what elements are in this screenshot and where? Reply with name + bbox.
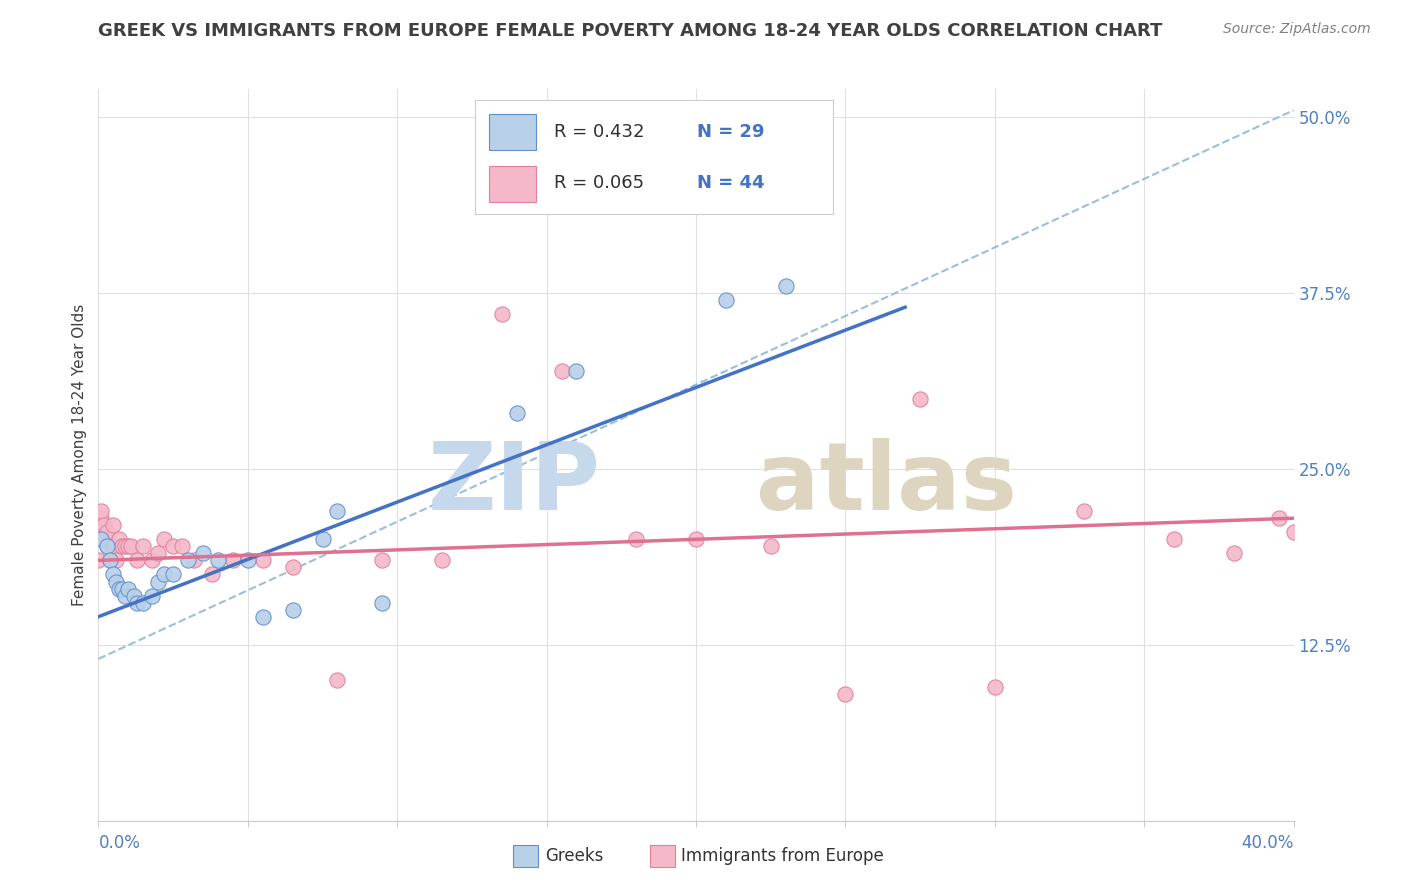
- Point: [111, 582, 134, 596]
- Point: [1267, 511, 1289, 525]
- Y-axis label: Female Poverty Among 18-24 Year Olds: Female Poverty Among 18-24 Year Olds: [72, 304, 87, 606]
- Text: Source: ZipAtlas.com: Source: ZipAtlas.com: [1223, 22, 1371, 37]
- Point: [550, 363, 572, 377]
- Point: [252, 553, 274, 567]
- Point: [127, 596, 149, 610]
- Point: [124, 589, 146, 603]
- Point: [714, 293, 737, 308]
- Point: [105, 574, 128, 589]
- Point: [506, 406, 529, 420]
- Text: atlas: atlas: [756, 438, 1017, 530]
- Point: [172, 539, 194, 553]
- Point: [141, 589, 163, 603]
- Point: [371, 553, 394, 567]
- Point: [222, 553, 245, 567]
- Point: [105, 553, 128, 567]
- Point: [252, 609, 274, 624]
- Point: [236, 553, 259, 567]
- Point: [103, 539, 125, 553]
- Point: [90, 533, 112, 547]
- Point: [98, 553, 122, 567]
- Point: [93, 533, 115, 547]
- Point: [108, 582, 131, 596]
- Point: [908, 392, 931, 406]
- Point: [132, 596, 155, 610]
- Point: [148, 546, 170, 560]
- Point: [114, 539, 136, 553]
- Point: [148, 574, 170, 589]
- Point: [141, 553, 163, 567]
- Point: [177, 553, 200, 567]
- Point: [834, 687, 856, 701]
- Text: 0.0%: 0.0%: [98, 834, 141, 852]
- Point: [117, 582, 139, 596]
- Point: [491, 307, 513, 321]
- Point: [624, 533, 647, 547]
- Text: Immigrants from Europe: Immigrants from Europe: [681, 847, 883, 865]
- Point: [153, 567, 176, 582]
- Point: [191, 546, 214, 560]
- Point: [120, 539, 142, 553]
- Text: Greeks: Greeks: [546, 847, 605, 865]
- Text: 40.0%: 40.0%: [1241, 834, 1294, 852]
- Point: [132, 539, 155, 553]
- Point: [311, 533, 333, 547]
- Point: [96, 539, 118, 553]
- Point: [183, 553, 205, 567]
- Point: [103, 567, 125, 582]
- Point: [98, 553, 122, 567]
- Point: [207, 553, 229, 567]
- Point: [565, 363, 588, 377]
- Point: [90, 504, 112, 518]
- Text: ZIP: ZIP: [427, 438, 600, 530]
- Point: [759, 539, 782, 553]
- Point: [127, 553, 149, 567]
- Point: [117, 539, 139, 553]
- Point: [90, 511, 112, 525]
- Point: [96, 539, 118, 553]
- Point: [201, 567, 224, 582]
- Point: [96, 525, 118, 540]
- Point: [93, 518, 115, 533]
- Point: [430, 553, 453, 567]
- Point: [108, 533, 131, 547]
- Point: [153, 533, 176, 547]
- Point: [281, 602, 304, 616]
- Point: [983, 680, 1005, 694]
- Point: [1163, 533, 1185, 547]
- Point: [1073, 504, 1095, 518]
- Point: [371, 596, 394, 610]
- Point: [685, 533, 707, 547]
- Point: [326, 504, 349, 518]
- Text: GREEK VS IMMIGRANTS FROM EUROPE FEMALE POVERTY AMONG 18-24 YEAR OLDS CORRELATION: GREEK VS IMMIGRANTS FROM EUROPE FEMALE P…: [98, 22, 1163, 40]
- Point: [114, 589, 136, 603]
- Point: [326, 673, 349, 687]
- Point: [103, 518, 125, 533]
- Point: [111, 539, 134, 553]
- Point: [1223, 546, 1246, 560]
- Point: [162, 567, 184, 582]
- Point: [87, 553, 110, 567]
- Point: [1282, 525, 1305, 540]
- Point: [775, 279, 797, 293]
- Point: [162, 539, 184, 553]
- Point: [281, 560, 304, 574]
